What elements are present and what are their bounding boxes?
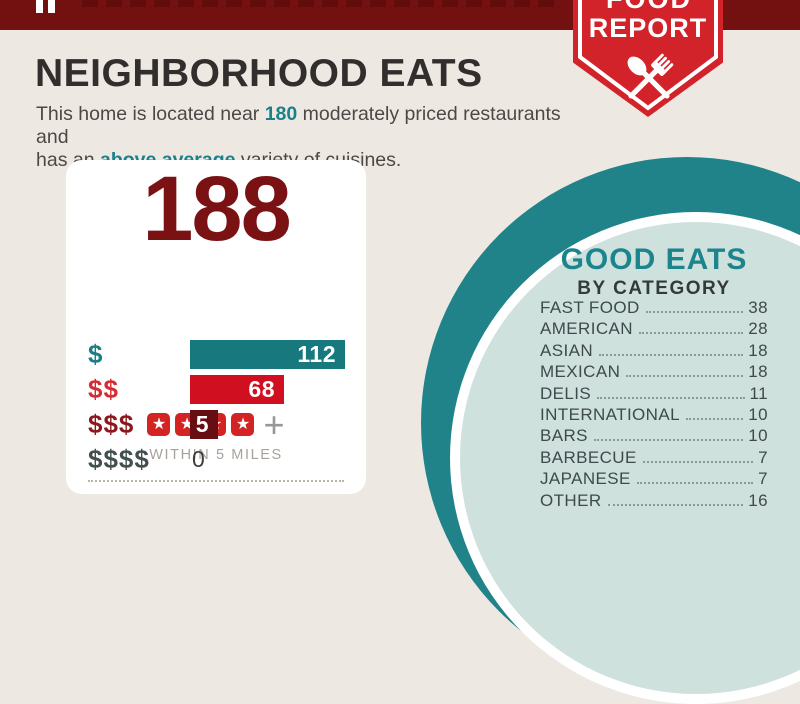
- dotted-leader: [599, 353, 744, 356]
- category-value: 28: [748, 319, 768, 339]
- dotted-leader: [645, 311, 744, 313]
- price-tier-row: $$$ 5: [88, 410, 346, 439]
- category-row: AMERICAN 28: [540, 319, 768, 340]
- category-row: FAST FOOD 38: [540, 298, 768, 319]
- category-value: 7: [758, 469, 768, 489]
- bar-dollar3: 5: [190, 410, 218, 439]
- category-label: AMERICAN: [540, 319, 633, 339]
- category-label: BARBECUE: [540, 447, 637, 467]
- category-row: INTERNATIONAL 10: [540, 405, 768, 426]
- category-label: FAST FOOD: [540, 298, 640, 317]
- category-label: ASIAN: [540, 340, 594, 360]
- topbar-cropped-text: [82, 0, 557, 7]
- bar-value: 112: [297, 341, 336, 367]
- bar-dollar4: 0: [190, 445, 250, 474]
- category-value: 38: [748, 298, 768, 317]
- category-value: 7: [758, 447, 768, 467]
- dotted-leader: [626, 375, 744, 378]
- category-row: JAPANESE 7: [540, 469, 768, 490]
- badge-shape: FOOD REPORT: [571, 0, 725, 117]
- dotted-leader: [597, 396, 745, 399]
- bar-dollar2: 68: [190, 375, 284, 404]
- badge-line2: REPORT: [589, 13, 708, 43]
- subtitle-text: moderately priced restaurants and: [36, 103, 561, 148]
- dotted-leader: [685, 417, 744, 420]
- price-tier-label: $$$: [88, 409, 135, 439]
- dotted-leader: [638, 332, 744, 335]
- price-tier-label: $: [88, 339, 104, 369]
- category-label: MEXICAN: [540, 362, 621, 382]
- category-row: OTHER 16: [540, 491, 768, 512]
- category-list: FAST FOOD 38 AMERICAN 28 ASIAN 18 MEXICAN 18…: [540, 298, 768, 512]
- dotted-leader: [607, 503, 744, 506]
- category-value: 16: [748, 490, 768, 510]
- restaurant-count: 188: [142, 158, 292, 260]
- bar-value: 68: [248, 376, 275, 402]
- subtitle-text: This home is located near: [36, 103, 265, 125]
- logo-icon: [36, 0, 43, 13]
- category-value: 18: [748, 362, 768, 382]
- category-row: BARS 10: [540, 426, 768, 447]
- spoon-fork-icon: [627, 53, 674, 99]
- restaurant-stats-card: 188 ★★★★+ WITHIN 5 MILES $ 112 $$ 68 $$$…: [66, 160, 366, 494]
- price-tier-row: $$ 68: [88, 375, 346, 404]
- dotted-leader: [642, 460, 754, 463]
- category-row: BARBECUE 7: [540, 448, 768, 469]
- bar-value: 5: [195, 411, 209, 437]
- category-value: 10: [748, 426, 768, 446]
- category-label: JAPANESE: [540, 469, 631, 489]
- category-label: DELIS: [540, 383, 592, 403]
- page-title: NEIGHBORHOOD EATS: [35, 52, 483, 95]
- price-tier-label: $$$$: [88, 444, 150, 474]
- category-label: BARS: [540, 426, 588, 446]
- price-tier-row: $$$$ 0: [88, 445, 346, 474]
- dotted-leader: [636, 482, 754, 485]
- category-row: DELIS 11: [540, 384, 768, 405]
- good-eats-header: GOOD EATS BY CATEGORY: [538, 243, 770, 300]
- food-report-badge: FOOD REPORT: [571, 0, 725, 125]
- good-eats-title: GOOD EATS: [560, 243, 748, 276]
- category-value: 10: [748, 404, 768, 424]
- category-row: ASIAN 18: [540, 341, 768, 362]
- category-label: OTHER: [540, 490, 602, 510]
- dotted-leader: [593, 439, 744, 442]
- category-value: 18: [748, 340, 768, 360]
- bar-dollar: 112: [190, 340, 345, 369]
- restaurant-count-highlight: 180: [264, 103, 298, 125]
- price-tier-row: $ 112: [88, 340, 346, 369]
- bar-value: 0: [192, 446, 206, 472]
- category-label: INTERNATIONAL: [540, 404, 680, 424]
- category-row: MEXICAN 18: [540, 362, 768, 383]
- badge-line1: FOOD: [606, 0, 692, 14]
- star-icon: ★: [231, 413, 255, 436]
- logo-icon: [48, 0, 55, 13]
- category-value: 11: [749, 383, 768, 403]
- price-tier-label: $$: [88, 374, 119, 404]
- dotted-divider: [88, 480, 344, 482]
- star-icon: ★: [147, 413, 171, 436]
- plus-sign: +: [263, 404, 285, 445]
- within-miles-label: WITHIN 5 MILES: [149, 447, 283, 463]
- good-eats-subtitle: BY CATEGORY: [577, 278, 731, 299]
